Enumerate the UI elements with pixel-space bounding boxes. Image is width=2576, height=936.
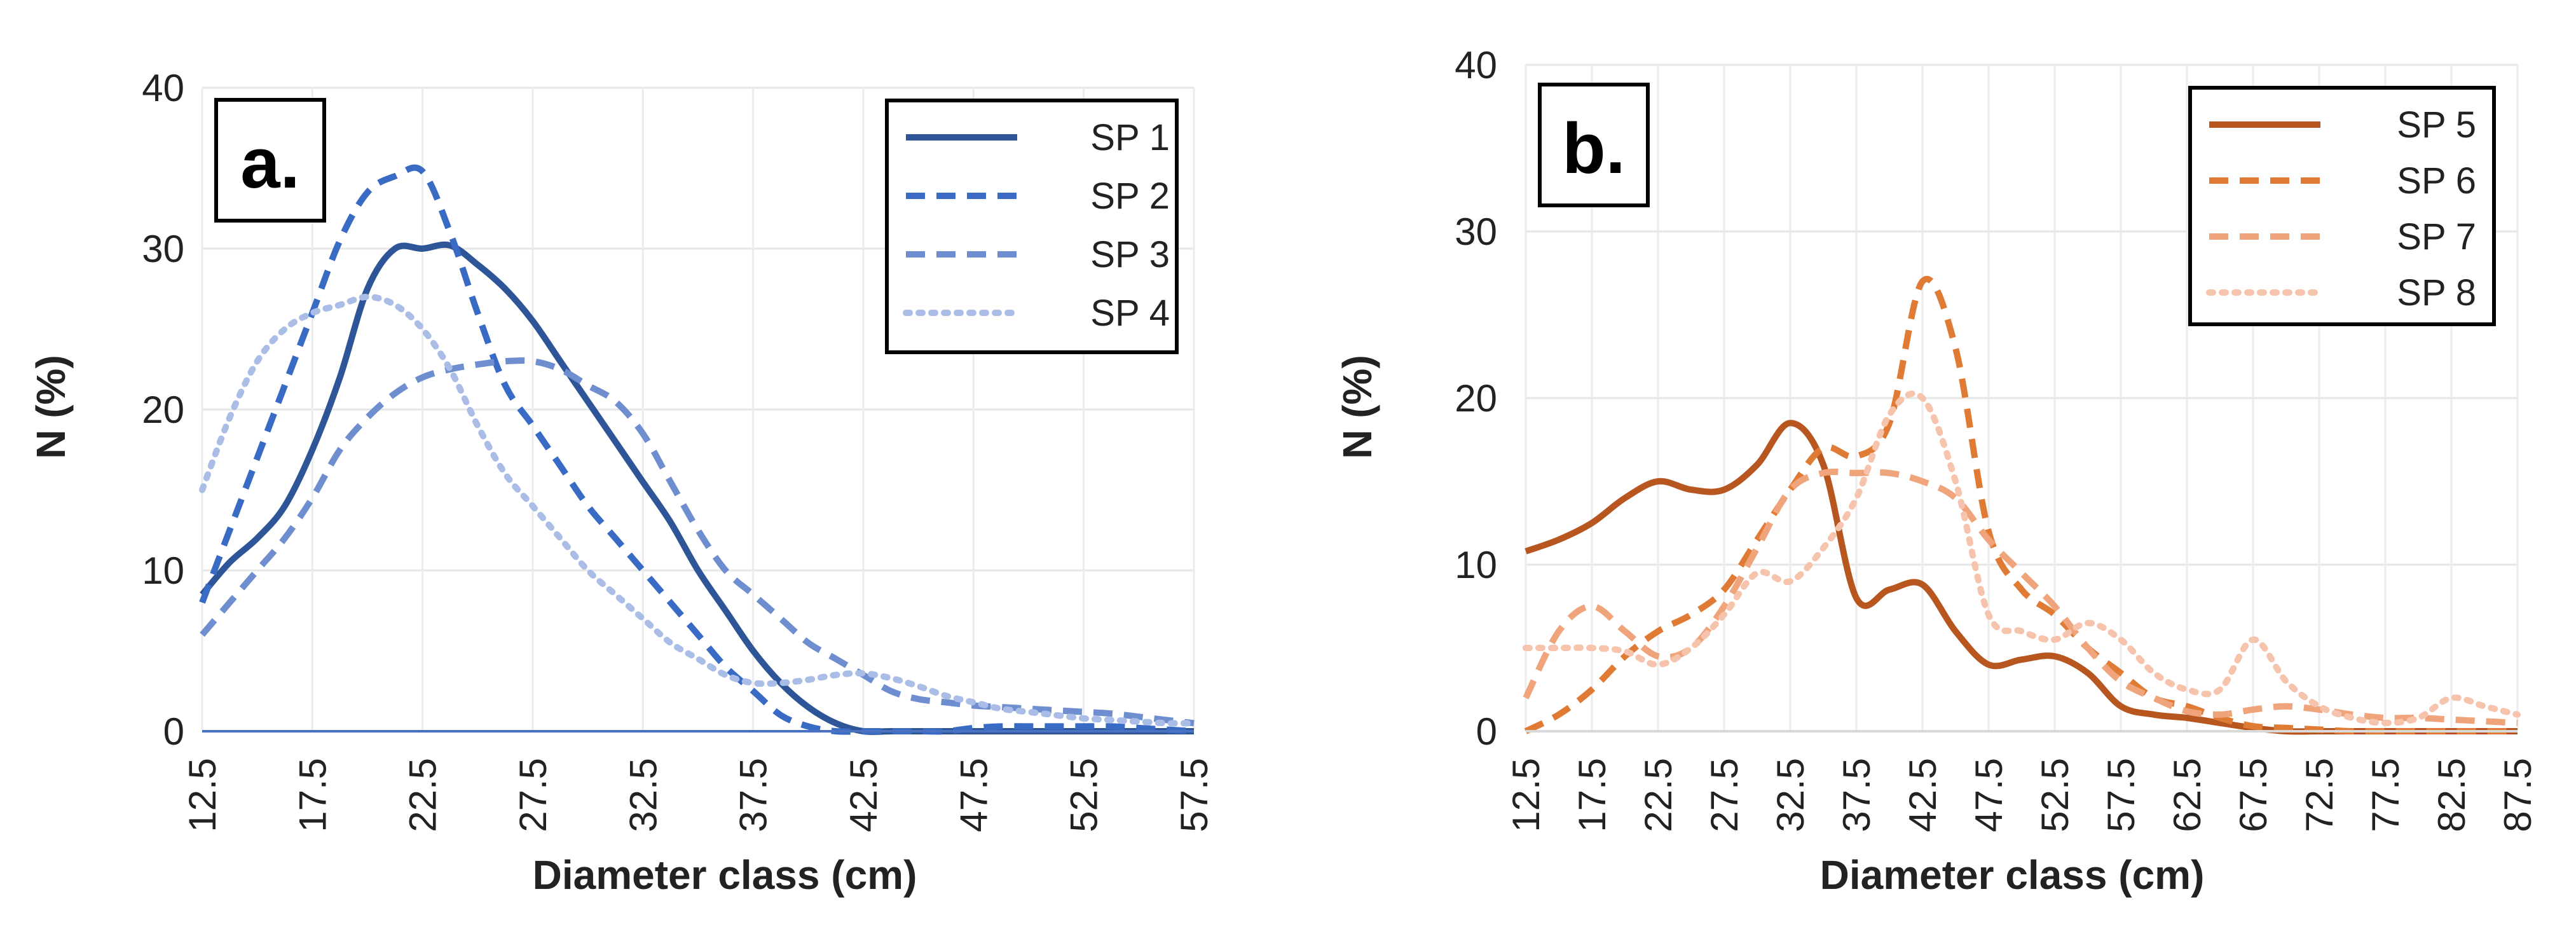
panel-a-label: a. xyxy=(240,123,299,203)
legend-label: SP 2 xyxy=(1090,176,1170,217)
y-tick-label: 10 xyxy=(142,549,184,592)
x-tick-label: 57.5 xyxy=(2100,758,2142,832)
legend-label: SP 6 xyxy=(2397,160,2476,202)
panel-b-y-axis-title: N (%) xyxy=(1334,355,1380,459)
x-tick-label: 12.5 xyxy=(181,758,224,832)
panel-b-x-axis-title: Diameter class (cm) xyxy=(1820,852,2205,898)
legend-label: SP 5 xyxy=(2397,104,2476,146)
legend-label: SP 1 xyxy=(1090,117,1170,158)
x-tick-label: 82.5 xyxy=(2430,758,2473,832)
x-tick-label: 47.5 xyxy=(1968,758,2010,832)
panel-b-legend: SP 5 SP 6 SP 7 SP 8 xyxy=(2188,86,2496,326)
panel-a-y-axis-title: N (%) xyxy=(28,355,74,459)
x-tick-label: 37.5 xyxy=(1835,758,1878,832)
y-tick-label: 30 xyxy=(1455,210,1497,253)
legend-label: SP 4 xyxy=(1090,292,1170,334)
y-tick-label: 0 xyxy=(163,710,184,753)
y-tick-label: 30 xyxy=(142,228,184,270)
series-line-sp-7 xyxy=(1523,468,2518,726)
x-tick-label: 17.5 xyxy=(1571,758,1613,832)
panel-b-grid xyxy=(1524,64,2519,731)
x-tick-label: 17.5 xyxy=(291,758,334,832)
x-tick-label: 47.5 xyxy=(952,758,995,832)
panel-b-label-box xyxy=(1538,83,1650,207)
panel-b: 0 10 20 30 40 12.5 17.5 22.5 27.5 32.5 37.5 42.5 47… xyxy=(1334,44,2539,898)
series-line-sp-2 xyxy=(199,164,1195,735)
y-tick-label: 40 xyxy=(142,67,184,109)
x-tick-label: 42.5 xyxy=(842,758,885,832)
x-tick-label: 52.5 xyxy=(2034,758,2076,832)
y-tick-label: 10 xyxy=(1455,544,1497,586)
x-tick-label: 12.5 xyxy=(1505,758,1547,832)
panel-b-y-ticks: 0 10 20 30 40 xyxy=(1455,44,1497,753)
panel-a: 0 10 20 30 40 12.5 17.5 22.5 27.5 32.5 37.5 42.5 47… xyxy=(28,67,1216,898)
y-tick-label: 40 xyxy=(1455,44,1497,86)
x-tick-label: 67.5 xyxy=(2232,758,2275,832)
legend-label: SP 7 xyxy=(2397,216,2476,258)
x-tick-label: 57.5 xyxy=(1173,758,1216,832)
y-tick-label: 0 xyxy=(1476,710,1497,753)
x-tick-label: 27.5 xyxy=(512,758,554,832)
y-tick-label: 20 xyxy=(142,389,184,431)
x-tick-label: 37.5 xyxy=(732,758,775,832)
legend-label: SP 8 xyxy=(2397,272,2476,313)
panel-b-series xyxy=(1523,275,2521,735)
x-tick-label: 52.5 xyxy=(1063,758,1106,832)
x-tick-label: 42.5 xyxy=(1901,758,1944,832)
panel-b-label: b. xyxy=(1562,109,1626,188)
x-tick-label: 32.5 xyxy=(1769,758,1812,832)
panel-a-x-axis-title: Diameter class (cm) xyxy=(533,852,917,898)
x-tick-label: 22.5 xyxy=(1637,758,1680,832)
x-tick-label: 22.5 xyxy=(402,758,444,832)
legend-label: SP 3 xyxy=(1090,234,1170,275)
x-tick-label: 72.5 xyxy=(2298,758,2341,832)
x-tick-label: 27.5 xyxy=(1703,758,1746,832)
x-tick-label: 77.5 xyxy=(2364,758,2407,832)
series-line-sp-6 xyxy=(1524,275,2518,735)
panel-a-x-ticks: 12.5 17.5 22.5 27.5 32.5 37.5 42.5 47.5 52.5 57.5 xyxy=(181,758,1216,832)
x-tick-label: 62.5 xyxy=(2166,758,2209,832)
panel-a-label-box xyxy=(214,98,326,223)
panel-b-x-ticks: 12.5 17.5 22.5 27.5 32.5 37.5 42.5 47.5 52.5 57.5… xyxy=(1505,758,2539,832)
panel-a-legend: SP 1 SP 2 SP 3 SP 4 xyxy=(885,99,1179,354)
x-tick-label: 87.5 xyxy=(2497,758,2539,832)
series-line-sp-4 xyxy=(199,293,1197,727)
x-tick-label: 32.5 xyxy=(622,758,664,832)
y-tick-label: 20 xyxy=(1455,377,1497,420)
series-line-sp-8 xyxy=(1523,390,2521,726)
panel-a-y-ticks: 0 10 20 30 40 xyxy=(142,67,184,753)
series-line-sp-3 xyxy=(200,357,1195,727)
